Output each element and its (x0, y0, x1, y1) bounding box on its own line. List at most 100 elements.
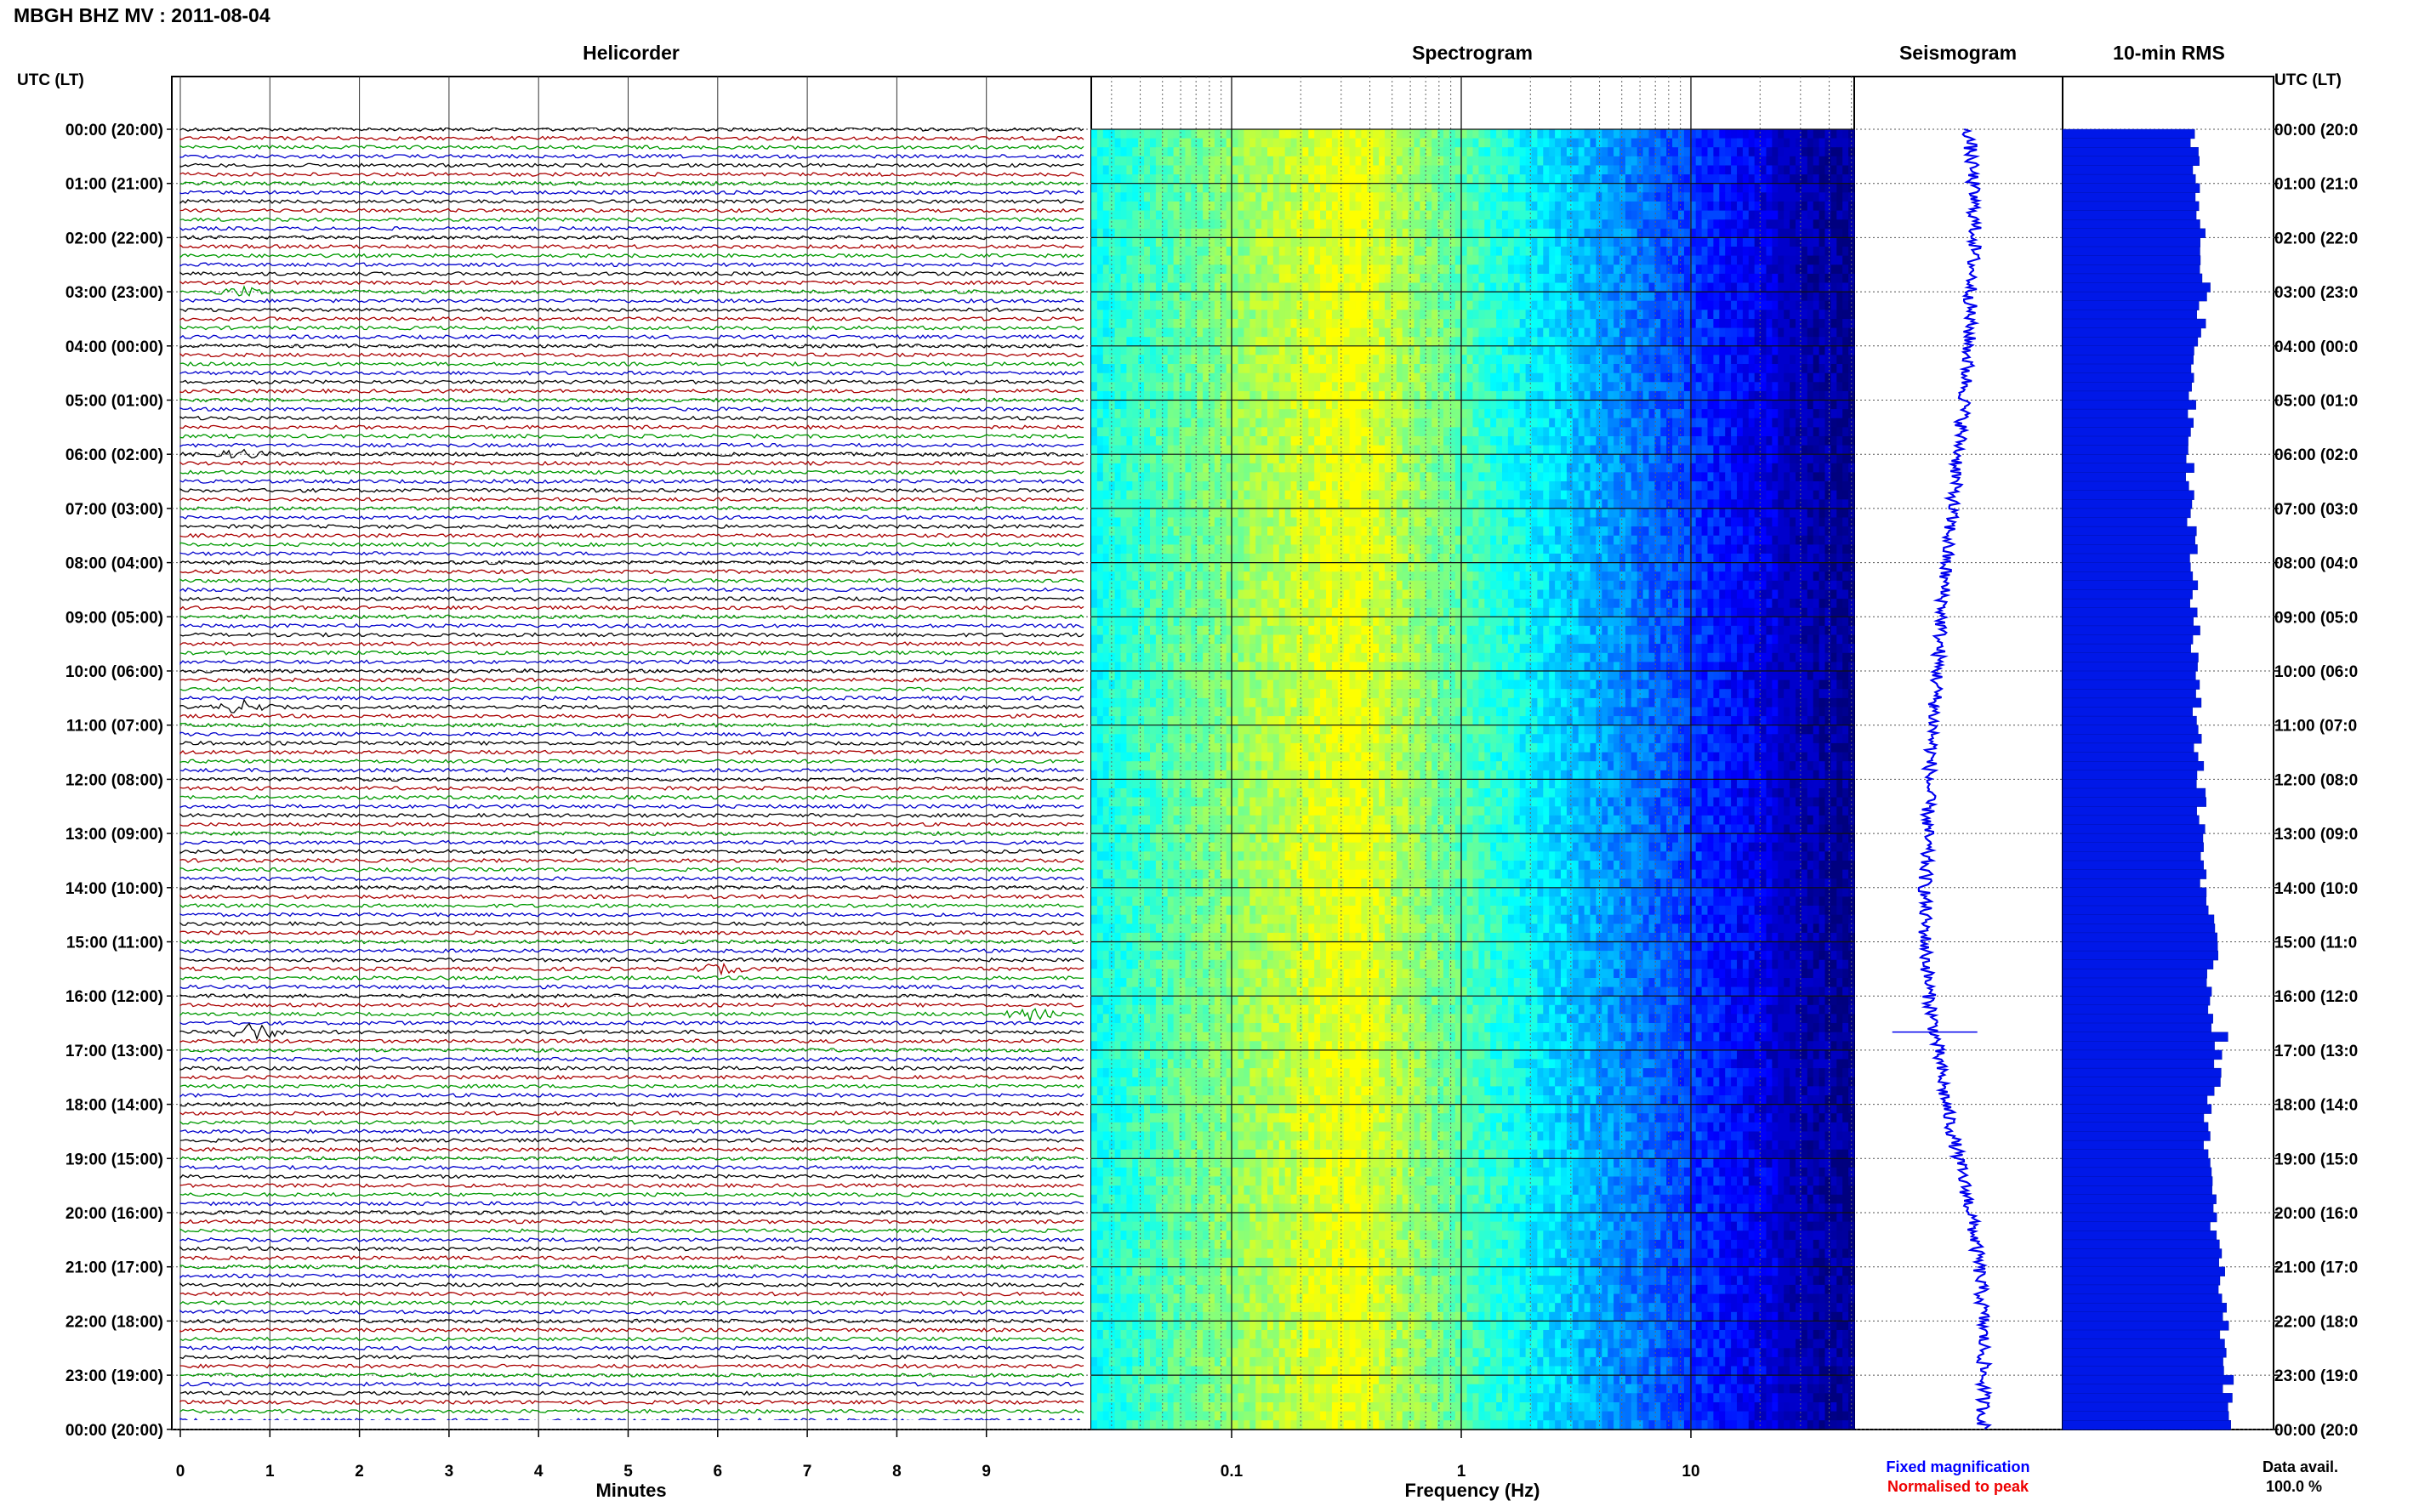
spectrogram-cell (1326, 372, 1333, 383)
spectrogram-cell (1173, 282, 1181, 293)
spectrogram-cell (1472, 409, 1479, 419)
spectrogram-cell (1290, 310, 1298, 320)
spectrogram-cell (1220, 409, 1227, 419)
spectrogram-cell (1683, 192, 1691, 202)
spectrogram-cell (1209, 400, 1215, 410)
spectrogram-cell (1648, 355, 1655, 365)
spectrogram-cell (1308, 382, 1315, 392)
spectrogram-cell (1361, 463, 1368, 473)
spectrogram-cell (1361, 418, 1368, 428)
spectrogram-cell (1614, 282, 1620, 293)
spectrogram-cell (1631, 228, 1638, 238)
spectrogram-cell (1737, 427, 1744, 437)
spectrogram-cell (1654, 345, 1661, 355)
spectrogram-cell (1819, 219, 1826, 230)
spectrogram-cell (1507, 382, 1515, 392)
spectrogram-cell (1784, 427, 1790, 437)
spectrogram-cell (1091, 174, 1098, 185)
spectrogram-cell (1561, 445, 1568, 455)
spectrogram-cell (1625, 237, 1632, 247)
spectrogram-cell (1203, 445, 1210, 455)
spectrogram-cell (1719, 300, 1726, 310)
spectrogram-cell (1379, 319, 1386, 329)
spectrogram-cell (1244, 129, 1250, 139)
spectrogram-cell (1654, 445, 1661, 455)
spectrogram-cell (1490, 282, 1497, 293)
spectrogram-cell (1314, 183, 1321, 193)
spectrogram-cell (1754, 282, 1762, 293)
spectrogram-cell (1631, 427, 1638, 437)
spectrogram-cell (1161, 273, 1169, 284)
spectrogram-cell (1519, 372, 1527, 383)
spectrogram-cell (1132, 273, 1139, 284)
spectrogram-cell (1244, 310, 1250, 320)
spectrogram-cell (1209, 192, 1215, 202)
spectrogram-cell (1807, 364, 1814, 374)
spectrogram-cell (1138, 156, 1145, 166)
spectrogram-cell (1437, 337, 1444, 347)
spectrogram-cell (1203, 427, 1210, 437)
spectrogram-cell (1120, 345, 1127, 355)
spectrogram-cell (1209, 156, 1215, 166)
spectrogram-cell (1713, 436, 1720, 446)
spectrogram-cell (1507, 264, 1515, 275)
spectrogram-cell (1572, 292, 1579, 302)
spectrogram-cell (1179, 147, 1186, 157)
spectrogram-cell (1631, 165, 1638, 175)
spectrogram-cell (1578, 364, 1585, 374)
spectrogram-cell (1108, 337, 1116, 347)
spectrogram-cell (1420, 372, 1426, 383)
spectrogram-cell (1625, 300, 1632, 310)
spectrogram-cell (1502, 247, 1509, 257)
spectrogram-cell (1343, 201, 1351, 212)
spectrogram-cell (1244, 228, 1250, 238)
spectrogram-cell (1555, 228, 1562, 238)
spectrogram-cell (1373, 345, 1380, 355)
spectrogram-cell (1267, 400, 1274, 410)
spectrogram-cell (1496, 129, 1503, 139)
spectrogram-cell (1484, 255, 1491, 265)
spectrogram-cell (1091, 445, 1098, 455)
spectrogram-cell (1660, 255, 1667, 265)
spectrogram-cell (1249, 445, 1256, 455)
spectrogram-cell (1431, 427, 1438, 437)
spectrogram-cell (1155, 138, 1163, 148)
spectrogram-cell (1602, 255, 1608, 265)
spectrogram-cell (1185, 436, 1192, 446)
spectrogram-cell (1478, 409, 1485, 419)
spectrogram-cell (1296, 247, 1303, 257)
spectrogram-cell (1232, 247, 1239, 257)
spectrogram-cell (1349, 264, 1357, 275)
spectrogram-cell (1385, 201, 1392, 212)
spectrogram-cell (1343, 454, 1351, 464)
spectrogram-cell (1766, 129, 1773, 139)
spectrogram-cell (1531, 201, 1538, 212)
spectrogram-cell (1519, 400, 1527, 410)
spectrogram-cell (1108, 445, 1116, 455)
spectrogram-cell (1531, 237, 1538, 247)
spectrogram-cell (1402, 327, 1409, 338)
spectrogram-cell (1636, 228, 1644, 238)
spectrogram-cell (1584, 282, 1591, 293)
spectrogram-cell (1801, 174, 1808, 185)
spectrogram-cell (1754, 364, 1762, 374)
spectrogram-cell (1525, 282, 1533, 293)
spectrogram-cell (1619, 228, 1626, 238)
spectrogram-cell (1402, 192, 1409, 202)
spectrogram-cell (1114, 390, 1122, 401)
spectrogram-cell (1220, 165, 1227, 175)
spectrogram-cell (1373, 282, 1380, 293)
spectrogram-cell (1278, 247, 1286, 257)
spectrogram-cell (1249, 292, 1256, 302)
spectrogram-cell (1426, 463, 1432, 473)
spectrogram-cell (1232, 463, 1239, 473)
spectrogram-cell (1114, 147, 1122, 157)
spectrogram-cell (1660, 427, 1667, 437)
spectrogram-cell (1343, 219, 1351, 230)
spectrogram-cell (1284, 247, 1292, 257)
spectrogram-cell (1513, 183, 1521, 193)
spectrogram-cell (1561, 129, 1568, 139)
spectrogram-cell (1408, 409, 1415, 419)
spectrogram-cell (1132, 174, 1139, 185)
spectrogram-cell (1760, 400, 1767, 410)
